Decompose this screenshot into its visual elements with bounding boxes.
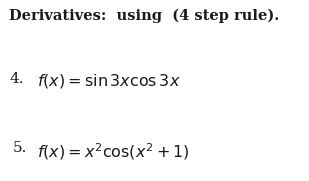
Text: 4.: 4. [9,72,24,86]
Text: $f(x)=x^2\cos(x^2+1)$: $f(x)=x^2\cos(x^2+1)$ [37,141,190,162]
Text: 5.: 5. [12,141,27,155]
Text: Derivatives:  using  (4 step rule).: Derivatives: using (4 step rule). [9,9,280,24]
Text: $f(x)=\sin 3x\cos 3x$: $f(x)=\sin 3x\cos 3x$ [37,72,181,90]
